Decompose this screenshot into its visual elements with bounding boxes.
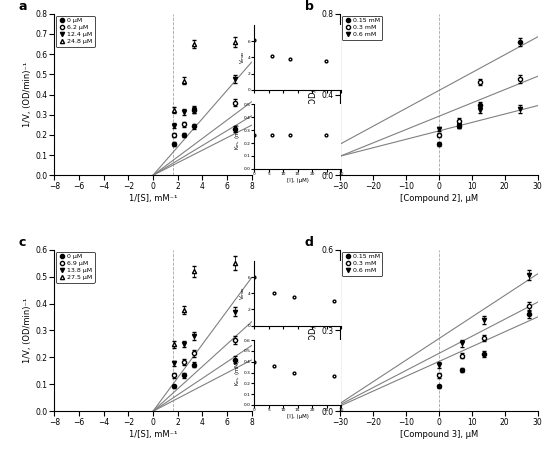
13.8 μM <box>171 361 177 366</box>
6.9 μM <box>180 359 187 365</box>
6.2 μM <box>171 132 177 138</box>
0 μM <box>171 141 177 147</box>
Legend: 0 μM, 6.2 μM, 12.4 μM, 24.8 μM: 0 μM, 6.2 μM, 12.4 μM, 24.8 μM <box>56 16 94 47</box>
X-axis label: [Compound 3], μM: [Compound 3], μM <box>400 430 478 439</box>
0.3 mM <box>481 335 488 340</box>
6.9 μM <box>191 351 197 356</box>
Line: 0.15 mM: 0.15 mM <box>437 40 522 146</box>
24.8 μM <box>171 107 177 112</box>
0.6 mM <box>435 127 442 132</box>
Line: 6.9 μM: 6.9 μM <box>172 338 237 377</box>
Line: 0 μM: 0 μM <box>172 124 237 146</box>
Y-axis label: K$_m$, (mM): K$_m$, (mM) <box>233 123 242 150</box>
12.4 μM <box>180 109 187 114</box>
Y-axis label: 1/V, (OD/min)⁻¹: 1/V, (OD/min)⁻¹ <box>310 298 319 363</box>
0.3 mM <box>435 133 442 138</box>
Y-axis label: 1/V, (OD/min)⁻¹: 1/V, (OD/min)⁻¹ <box>310 62 319 127</box>
0.6 mM <box>481 318 488 323</box>
Y-axis label: V$_{max}$: V$_{max}$ <box>238 286 247 300</box>
27.5 μM <box>232 260 238 266</box>
0.15 mM <box>435 383 442 389</box>
Line: 13.8 μM: 13.8 μM <box>172 309 237 366</box>
0 μM <box>171 383 177 389</box>
24.8 μM <box>232 39 238 45</box>
13.8 μM <box>191 333 197 339</box>
0.15 mM <box>476 102 483 107</box>
0.15 mM <box>458 367 465 373</box>
Text: d: d <box>305 236 314 250</box>
0 μM <box>191 362 197 367</box>
Line: 12.4 μM: 12.4 μM <box>172 77 237 128</box>
Y-axis label: 1/V, (OD/min)⁻¹: 1/V, (OD/min)⁻¹ <box>23 298 33 363</box>
0.15 mM <box>526 312 533 317</box>
0.6 mM <box>458 340 465 346</box>
0 μM <box>180 132 187 138</box>
Line: 0.3 mM: 0.3 mM <box>437 77 522 138</box>
Text: b: b <box>305 0 314 13</box>
Legend: 0 μM, 6.9 μM, 13.8 μM, 27.5 μM: 0 μM, 6.9 μM, 13.8 μM, 27.5 μM <box>56 251 94 283</box>
Line: 0.3 mM: 0.3 mM <box>437 304 532 377</box>
12.4 μM <box>191 107 197 112</box>
0.6 mM <box>456 123 463 128</box>
X-axis label: 1/[S], mM⁻¹: 1/[S], mM⁻¹ <box>129 430 177 439</box>
12.4 μM <box>171 123 177 128</box>
Y-axis label: K$_m$, (mM): K$_m$, (mM) <box>233 359 242 386</box>
0.6 mM <box>517 106 524 112</box>
0.6 mM <box>476 107 483 112</box>
0.3 mM <box>476 80 483 85</box>
6.2 μM <box>232 100 238 106</box>
X-axis label: [Compound 2], μM: [Compound 2], μM <box>400 194 478 203</box>
Line: 0.6 mM: 0.6 mM <box>437 106 522 131</box>
6.9 μM <box>171 373 177 378</box>
0.3 mM <box>526 303 533 309</box>
24.8 μM <box>180 78 187 84</box>
6.2 μM <box>180 122 187 127</box>
0 μM <box>232 127 238 132</box>
0.3 mM <box>517 77 524 82</box>
Line: 6.2 μM: 6.2 μM <box>172 101 237 137</box>
X-axis label: [I], (μM): [I], (μM) <box>287 178 308 183</box>
0.6 mM <box>435 362 442 368</box>
6.2 μM <box>191 107 197 112</box>
0.15 mM <box>481 351 488 356</box>
X-axis label: [I], (μM): [I], (μM) <box>287 414 308 419</box>
Line: 0 μM: 0 μM <box>172 357 237 388</box>
Line: 27.5 μM: 27.5 μM <box>172 261 237 346</box>
Line: 24.8 μM: 24.8 μM <box>172 40 237 112</box>
24.8 μM <box>191 41 197 47</box>
0 μM <box>191 123 197 129</box>
0.6 mM <box>526 272 533 278</box>
Y-axis label: V$_{max}$: V$_{max}$ <box>238 50 247 64</box>
0.3 mM <box>458 353 465 358</box>
0.15 mM <box>435 141 442 146</box>
Line: 0.15 mM: 0.15 mM <box>437 312 532 388</box>
0.15 mM <box>517 39 524 45</box>
13.8 μM <box>232 309 238 314</box>
27.5 μM <box>191 268 197 274</box>
27.5 μM <box>171 342 177 347</box>
12.4 μM <box>232 77 238 82</box>
0.15 mM <box>456 123 463 128</box>
Text: c: c <box>19 236 26 250</box>
13.8 μM <box>180 341 187 347</box>
0.3 mM <box>435 373 442 378</box>
0 μM <box>232 357 238 362</box>
27.5 μM <box>180 308 187 313</box>
Y-axis label: 1/V, (OD/min)⁻¹: 1/V, (OD/min)⁻¹ <box>23 62 33 127</box>
0 μM <box>180 373 187 378</box>
Text: a: a <box>19 0 27 13</box>
X-axis label: 1/[S], mM⁻¹: 1/[S], mM⁻¹ <box>129 194 177 203</box>
Legend: 0.15 mM, 0.3 mM, 0.6 mM: 0.15 mM, 0.3 mM, 0.6 mM <box>342 251 382 276</box>
Legend: 0.15 mM, 0.3 mM, 0.6 mM: 0.15 mM, 0.3 mM, 0.6 mM <box>342 16 382 40</box>
0.3 mM <box>456 118 463 123</box>
Line: 0.6 mM: 0.6 mM <box>437 273 532 367</box>
6.9 μM <box>232 337 238 343</box>
